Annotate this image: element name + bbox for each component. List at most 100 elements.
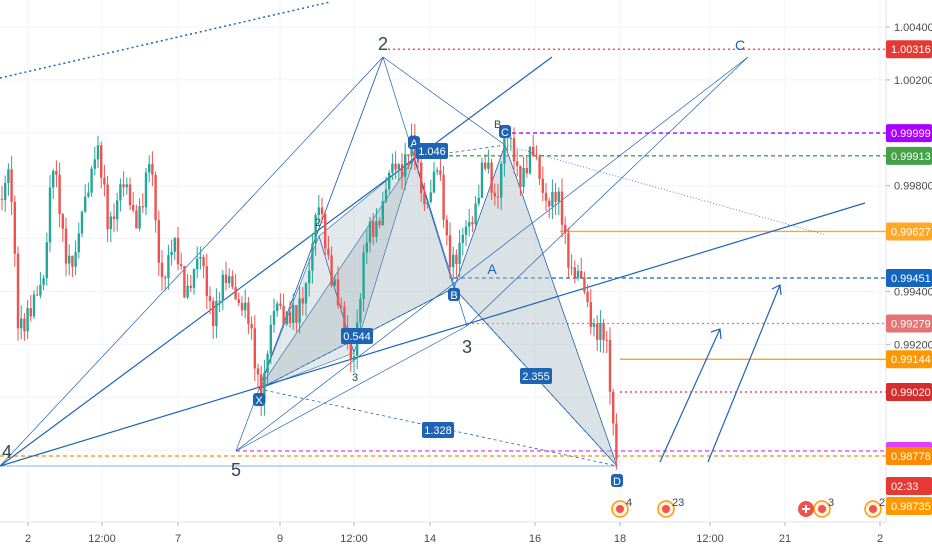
candle-body bbox=[397, 164, 400, 170]
candle-body bbox=[71, 255, 74, 267]
price-level-tag bbox=[886, 40, 932, 59]
candle-body bbox=[32, 294, 36, 317]
drawing-label: C bbox=[735, 37, 745, 53]
candle-body bbox=[276, 303, 279, 311]
candle-body bbox=[378, 220, 381, 226]
wave-1-2-line bbox=[258, 56, 384, 390]
candle-body bbox=[42, 278, 45, 285]
candles bbox=[0, 123, 618, 470]
candle-body bbox=[599, 323, 602, 340]
candle-body bbox=[244, 302, 247, 311]
price-level-tag bbox=[886, 383, 932, 402]
candle-body bbox=[557, 191, 560, 202]
candle-body bbox=[336, 279, 340, 306]
candle-body bbox=[532, 146, 535, 156]
candle-body bbox=[612, 391, 615, 424]
event-badge-dot bbox=[662, 505, 670, 513]
candle-body bbox=[103, 177, 106, 185]
candle-body bbox=[48, 187, 52, 243]
candle-body bbox=[288, 312, 292, 323]
price-level-tag bbox=[886, 124, 932, 143]
harmonic-point-label: C bbox=[501, 127, 509, 139]
candle-body bbox=[39, 284, 42, 296]
candle-body bbox=[548, 200, 551, 207]
harmonic-point-label: D bbox=[613, 476, 621, 488]
fib-ratio-box bbox=[341, 328, 373, 344]
candle-body bbox=[493, 192, 496, 197]
time-tick-label: 12:00 bbox=[88, 533, 116, 545]
fib-ratio-label: 2.355 bbox=[522, 371, 550, 383]
candle-body bbox=[106, 184, 109, 230]
candle-body bbox=[221, 274, 224, 301]
time-tick-label: 2 bbox=[877, 533, 883, 545]
candle-body bbox=[269, 324, 272, 355]
candle-body bbox=[157, 220, 160, 263]
candle-body bbox=[13, 201, 16, 254]
price-level-tag bbox=[886, 477, 932, 495]
bullish-projection-2 bbox=[707, 284, 781, 463]
wave-3-c-line bbox=[466, 56, 749, 327]
candle-body bbox=[416, 158, 420, 163]
candle-body bbox=[266, 354, 269, 373]
drawing-label: A bbox=[487, 261, 497, 277]
candle-body bbox=[90, 168, 93, 193]
candle-body bbox=[173, 238, 176, 252]
candle-body bbox=[420, 162, 423, 194]
time-axis[interactable]: 2 12:00 7 9 12:00 14 16 18 12:00 21 2 bbox=[25, 522, 883, 545]
candle-body bbox=[119, 184, 122, 201]
candle-body bbox=[148, 164, 151, 173]
candle-body bbox=[349, 339, 352, 361]
candle-body bbox=[368, 221, 372, 243]
fib-ratio-label: 0.544 bbox=[343, 331, 371, 343]
candle-body bbox=[55, 170, 58, 175]
candle-body bbox=[503, 136, 506, 164]
price-axis[interactable]: 1.00400 1.00200 0.99800 0.99400 0.99200 1.003… bbox=[886, 22, 932, 515]
candle-body bbox=[560, 191, 564, 225]
candle-body bbox=[586, 291, 589, 303]
candle-body bbox=[567, 232, 570, 268]
price-level-tag-label: 0.99999 bbox=[891, 128, 931, 140]
event-badge-dot bbox=[616, 505, 624, 513]
wave-label: 2 bbox=[378, 34, 388, 54]
grid bbox=[0, 0, 886, 522]
time-tick-label: 14 bbox=[424, 533, 436, 545]
candle-body bbox=[608, 340, 612, 392]
candle-body bbox=[602, 323, 605, 341]
candle-body bbox=[605, 340, 608, 342]
candle-body bbox=[458, 242, 461, 264]
candle-body bbox=[551, 192, 554, 207]
harmonic-point-marker bbox=[448, 288, 460, 301]
candle-body bbox=[615, 423, 618, 460]
candle-body bbox=[538, 156, 541, 179]
candle-body bbox=[512, 138, 516, 162]
candle-body bbox=[487, 162, 490, 169]
candle-body bbox=[580, 270, 583, 278]
candle-body bbox=[84, 196, 87, 212]
candle-body bbox=[320, 207, 324, 215]
candle-body bbox=[333, 279, 336, 286]
price-level-tag-label: 0.99627 bbox=[891, 226, 931, 238]
candle-body bbox=[343, 306, 346, 329]
candle-body bbox=[61, 214, 64, 229]
candle-body bbox=[583, 277, 586, 292]
event-badge-dot bbox=[818, 505, 826, 513]
harmonic-point-label: X bbox=[255, 395, 263, 407]
candle-body bbox=[471, 222, 474, 225]
candle-body bbox=[535, 155, 538, 157]
wave-2-3-line bbox=[382, 56, 468, 327]
candle-body bbox=[404, 154, 407, 177]
candle-body bbox=[285, 312, 288, 325]
bullish-projection-1 bbox=[659, 328, 721, 463]
candle-body bbox=[496, 196, 500, 198]
candle-body bbox=[596, 323, 599, 340]
harmonic-point-marker bbox=[499, 125, 511, 138]
fib-ratio-box bbox=[520, 368, 552, 384]
candle-body bbox=[317, 207, 320, 216]
candle-body bbox=[208, 296, 212, 302]
candle-body bbox=[330, 255, 333, 286]
candle-body bbox=[196, 258, 199, 270]
price-level-tag-label: 0.99144 bbox=[891, 354, 931, 366]
fan-line-3 bbox=[235, 56, 749, 452]
candle-body bbox=[96, 145, 100, 160]
